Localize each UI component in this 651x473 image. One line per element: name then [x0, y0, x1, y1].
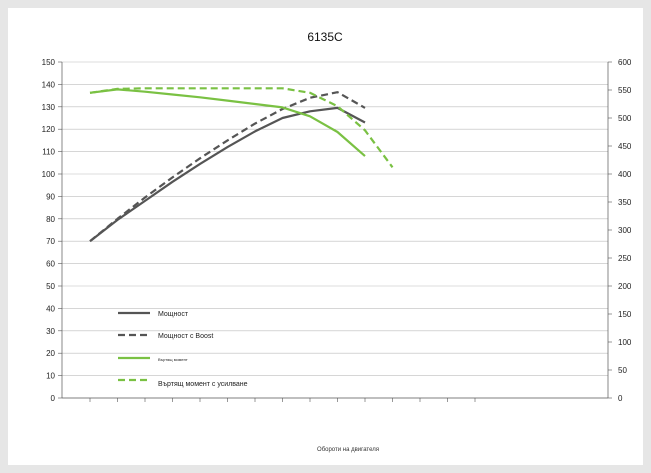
y-tick-label: 100 — [42, 170, 56, 179]
y-tick-label: 20 — [46, 349, 55, 358]
y2-tick-label: 550 — [618, 86, 632, 95]
legend-label-3: Въртящ момент — [158, 357, 188, 362]
y-tick-label: 60 — [46, 260, 55, 269]
y2-tick-label: 500 — [618, 114, 632, 123]
y-tick-label: 110 — [42, 148, 55, 157]
y2-tick-label: 50 — [618, 366, 627, 375]
y2-tick-label: 400 — [618, 170, 632, 179]
series-line-4 — [89, 87, 394, 168]
y2-tick-label: 350 — [618, 198, 632, 207]
y2-tick-label: 0 — [618, 394, 623, 403]
y-tick-label: 40 — [46, 304, 55, 313]
y2-tick-label: 150 — [618, 310, 632, 319]
series-lines — [89, 87, 394, 243]
y-tick-label: 150 — [42, 58, 56, 67]
y-tick-label: 0 — [51, 394, 56, 403]
y-tick-label: 120 — [42, 125, 56, 134]
chart-title: 6135C — [307, 30, 343, 44]
y-tick-label: 30 — [46, 327, 55, 336]
y2-tick-label: 600 — [618, 58, 632, 67]
y-tick-label: 50 — [46, 282, 55, 291]
legend-label-1: Мощност — [158, 311, 189, 318]
x-axis-label: Обороти на двигателя — [317, 447, 379, 453]
y-tick-label: 140 — [42, 80, 56, 89]
y-axis-left-ticks: 0 10 20 30 40 50 60 70 80 90 100 110 120 130 140 150 — [42, 58, 62, 403]
y-tick-label: 10 — [46, 372, 55, 381]
legend-label-2: Мощност с Boost — [158, 333, 213, 340]
y-tick-label: 130 — [42, 103, 56, 112]
series-line-3 — [89, 88, 366, 157]
axes — [61, 62, 609, 399]
grid — [62, 61, 608, 376]
chart-frame: 6135C 0 10 20 30 40 50 60 70 80 90 100 110 120 130 140… — [8, 8, 643, 465]
legend-label-4: Въртящ момент с усилване — [158, 381, 248, 388]
series-line-1 — [89, 106, 366, 243]
y-tick-label: 70 — [46, 237, 55, 246]
y-tick-label: 90 — [46, 192, 55, 201]
y2-tick-label: 450 — [618, 142, 632, 151]
y-tick-label: 80 — [46, 215, 55, 224]
y-axis-right-ticks: 0 50 100 150 200 250 300 350 400 450 500 550 600 — [608, 58, 632, 403]
series-line-2 — [89, 91, 366, 243]
y2-tick-label: 200 — [618, 282, 632, 291]
y2-tick-label: 250 — [618, 254, 632, 263]
line-chart: 6135C 0 10 20 30 40 50 60 70 80 90 100 110 120 130 140… — [42, 30, 632, 453]
y2-tick-label: 100 — [618, 338, 632, 347]
x-axis-ticks — [89, 398, 476, 402]
y2-tick-label: 300 — [618, 226, 632, 235]
legend: Мощност Мощност с Boost Въртящ момент Въртя… — [118, 311, 248, 388]
